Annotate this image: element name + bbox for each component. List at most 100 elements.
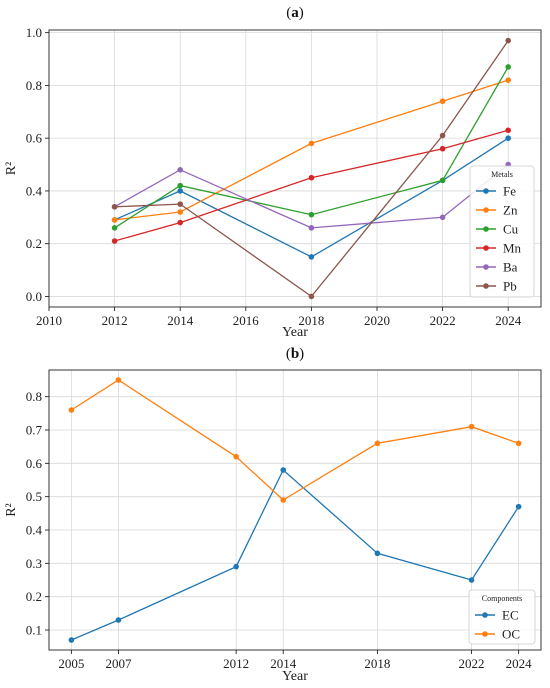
data-point-ec: [115, 617, 122, 623]
legend-entry-mn: Mn: [503, 241, 522, 256]
legend-marker-fe: [483, 188, 489, 194]
x-tick-label: 2016: [233, 313, 260, 328]
legend-marker-mn: [483, 245, 489, 251]
plot-frame: [48, 29, 542, 308]
data-point-ec: [280, 467, 287, 473]
y-tick-label: 0.6: [26, 456, 43, 471]
y-tick-label: 0.3: [26, 556, 42, 571]
data-point-pb: [308, 293, 315, 300]
data-point-ec: [233, 563, 239, 570]
legend-box: [468, 589, 536, 645]
panel-label-letter: a: [291, 5, 299, 21]
y-tick-label: 1.0: [26, 25, 42, 40]
data-point-pb: [439, 132, 446, 139]
x-tick-label: 2022: [430, 313, 456, 328]
y-tick-label: 0.5: [26, 489, 42, 504]
data-point-oc: [233, 453, 239, 460]
data-point-pb: [505, 37, 512, 44]
data-point-mn: [505, 127, 512, 134]
data-point-oc: [280, 497, 287, 503]
x-tick-label: 2024: [495, 313, 522, 328]
legend-marker-pb: [483, 283, 489, 289]
legend-title: Components: [482, 594, 522, 603]
x-tick-label: 2020: [364, 313, 390, 328]
panel-label-open: (: [286, 5, 291, 21]
legend-entry-zn: Zn: [503, 203, 518, 218]
x-tick-label: 2022: [459, 656, 485, 671]
series-line-ec: [71, 468, 520, 641]
x-tick-label: 2012: [223, 656, 249, 671]
data-point-zn: [505, 77, 512, 83]
data-point-ba: [177, 167, 183, 173]
y-tick-label: 0.4: [26, 183, 43, 198]
panel-label: (b): [286, 346, 304, 362]
legend-entry-ec: EC: [502, 608, 519, 623]
x-axis-label: Year: [282, 325, 308, 340]
data-point-mn: [111, 238, 118, 244]
data-point-mn: [308, 174, 315, 181]
data-point-zn: [111, 217, 118, 223]
panel-label: (a): [286, 5, 304, 21]
data-point-ec: [515, 503, 522, 510]
data-point-fe: [308, 254, 315, 260]
data-point-zn: [439, 98, 446, 105]
data-point-cu: [111, 225, 118, 231]
y-tick-label: 0.2: [26, 589, 42, 604]
data-point-oc: [515, 440, 522, 447]
series-oc: [68, 377, 522, 503]
legend-entry-pb: Pb: [503, 279, 517, 294]
data-point-fe: [177, 188, 183, 194]
data-point-ec: [68, 637, 75, 643]
legend-marker-ec: [482, 612, 488, 618]
chart-panel-b: (b) 2005 2007 2012 2014 2018 2022 2024 0.1 0.2 0.3…: [4, 346, 542, 684]
legend-entry-fe: Fe: [503, 184, 516, 199]
legend-marker-oc: [482, 631, 488, 637]
series-zn: [111, 77, 512, 223]
legend-marker-ba: [483, 264, 489, 270]
y-tick-label: 0.1: [26, 623, 42, 638]
data-point-pb: [111, 203, 118, 210]
x-tick-label: 2010: [36, 313, 62, 328]
series-pb: [111, 37, 512, 300]
data-point-mn: [439, 145, 446, 152]
panel-label-close: ): [299, 5, 304, 21]
data-point-ba: [308, 225, 315, 231]
y-tick-label: 0.6: [26, 131, 43, 146]
data-point-zn: [308, 140, 315, 147]
x-tick-label: 2005: [58, 656, 84, 671]
data-point-pb: [177, 201, 183, 207]
data-point-fe: [505, 135, 512, 141]
panel-label-open: (: [286, 346, 291, 362]
data-point-oc: [68, 407, 75, 413]
x-tick-label: 2024: [506, 656, 533, 671]
panel-label-close: ): [299, 346, 304, 362]
x-tick-label: 2018: [364, 656, 390, 671]
data-point-cu: [439, 177, 446, 184]
y-axis-label: R²: [4, 503, 19, 517]
x-tick-label: 2012: [102, 313, 128, 328]
x-axis-label: Year: [282, 669, 308, 684]
x-tick-label: 2014: [270, 656, 297, 671]
legend: Components EC OC: [468, 589, 536, 645]
series-mn: [111, 127, 512, 244]
data-point-oc: [115, 377, 122, 383]
data-point-cu: [177, 182, 183, 189]
data-point-ec: [468, 577, 475, 583]
legend-box: [469, 165, 535, 298]
y-tick-label: 0.8: [26, 78, 42, 93]
legend: Metals Fe Zn Cu Mn Ba Pb: [469, 165, 535, 298]
x-tick-label: 2018: [298, 313, 324, 328]
data-point-oc: [468, 423, 475, 430]
y-tick-label: 0.7: [26, 423, 43, 438]
panel-label-letter: b: [291, 346, 299, 362]
series-ec: [68, 467, 522, 643]
legend-marker-cu: [483, 226, 489, 232]
data-point-mn: [177, 219, 183, 226]
data-point-ba: [439, 214, 446, 221]
data-point-cu: [308, 211, 315, 218]
x-tick-label: 2014: [167, 313, 194, 328]
x-tick-label: 2007: [105, 656, 132, 671]
data-point-cu: [505, 64, 512, 70]
